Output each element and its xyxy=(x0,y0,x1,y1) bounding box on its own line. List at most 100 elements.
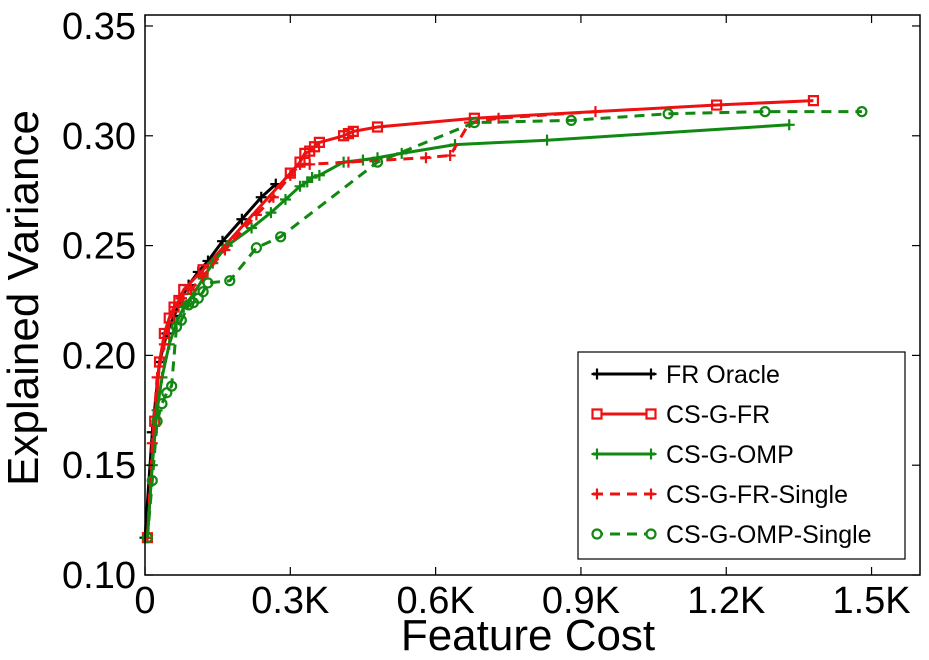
data-point xyxy=(299,147,311,159)
data-point xyxy=(202,277,214,289)
legend-marker xyxy=(645,528,657,540)
legend-item-cs-g-omp: CS-G-OMP xyxy=(591,441,794,469)
data-point xyxy=(158,338,170,350)
legend: FR Oracle CS-G-FR CS-G-OMP CS-G-FR-Single CS… xyxy=(577,351,906,560)
data-point xyxy=(197,286,209,298)
y-tick-label: 0.25 xyxy=(62,226,136,268)
legend-marker xyxy=(645,408,657,420)
data-point xyxy=(493,112,505,124)
legend-label: CS-G-OMP xyxy=(666,441,794,469)
data-point xyxy=(151,415,163,427)
data-point xyxy=(396,147,408,159)
data-point xyxy=(371,156,384,168)
y-tick-label: 0.15 xyxy=(62,445,136,487)
data-point xyxy=(166,380,178,392)
legend-marker xyxy=(591,448,603,460)
data-point xyxy=(163,316,175,328)
legend-marker xyxy=(591,408,603,420)
data-point xyxy=(468,117,480,129)
data-point xyxy=(856,106,868,118)
legend-marker xyxy=(591,528,603,540)
data-point xyxy=(265,207,277,219)
data-point xyxy=(197,264,209,276)
data-point xyxy=(158,327,170,340)
data-point xyxy=(357,154,369,166)
data-point xyxy=(342,156,354,168)
data-point xyxy=(250,209,262,221)
data-point xyxy=(565,114,577,127)
data-point xyxy=(294,180,306,192)
data-point xyxy=(146,474,158,487)
data-point xyxy=(304,145,316,157)
data-point xyxy=(807,95,820,107)
data-point xyxy=(197,270,209,282)
series-layer xyxy=(139,95,868,544)
legend-marker xyxy=(645,488,657,500)
data-point xyxy=(255,191,267,203)
data-point xyxy=(275,231,287,243)
data-point xyxy=(662,108,674,120)
x-axis-title: Feature Cost xyxy=(401,611,655,660)
data-point xyxy=(710,99,723,111)
data-point xyxy=(236,213,248,225)
legend-label: CS-G-FR-Single xyxy=(666,481,848,509)
legend-marker xyxy=(591,368,603,380)
data-point xyxy=(250,242,263,254)
data-point xyxy=(151,371,163,383)
data-point xyxy=(347,125,359,137)
data-point xyxy=(313,136,325,148)
x-tick-label: 1.5K xyxy=(832,580,910,622)
data-point xyxy=(284,169,296,181)
x-tick-label: 0.6K xyxy=(397,580,475,622)
legend-label: CS-G-FR xyxy=(666,401,770,429)
data-point xyxy=(168,301,180,313)
y-tick-label: 0.10 xyxy=(62,555,136,597)
data-point xyxy=(337,130,350,142)
data-point xyxy=(541,134,553,146)
data-point xyxy=(759,106,771,118)
legend-item-fr-oracle: FR Oracle xyxy=(591,361,780,389)
data-point xyxy=(279,193,291,205)
legend-item-cs-g-fr-single: CS-G-FR-Single xyxy=(591,481,848,509)
legend-label: CS-G-OMP-Single xyxy=(666,521,872,549)
data-point xyxy=(444,150,456,162)
data-point xyxy=(267,191,279,203)
data-point xyxy=(342,127,355,140)
data-point xyxy=(168,301,180,313)
data-point xyxy=(308,141,321,153)
legend-marker xyxy=(645,368,657,380)
legend-item-cs-g-fr: CS-G-FR xyxy=(591,401,770,429)
data-point xyxy=(420,152,432,164)
data-point xyxy=(219,244,231,256)
data-point xyxy=(589,106,601,118)
y-tick-label: 0.35 xyxy=(62,6,136,48)
series-cs-g-omp-single xyxy=(141,106,868,544)
data-point xyxy=(313,169,325,181)
data-point xyxy=(294,158,306,170)
data-point xyxy=(141,532,154,544)
data-point xyxy=(175,292,187,304)
y-axis-title: Explained Variance xyxy=(0,110,48,486)
legend-marker xyxy=(591,488,603,500)
data-point xyxy=(246,222,258,234)
x-tick-label: 1.2K xyxy=(687,580,765,622)
x-tick-label: 0.9K xyxy=(542,580,620,622)
y-tick-label: 0.30 xyxy=(62,116,136,158)
tick-layer: 0 0.3K 0.6K 0.9K 1.2K 1.5K 0.10 0.15 0.20 0.25 0.3… xyxy=(62,6,920,622)
data-point xyxy=(156,398,168,410)
data-point xyxy=(185,284,197,296)
data-point xyxy=(783,119,795,131)
x-tick-label: 0 xyxy=(134,580,155,622)
data-point xyxy=(304,158,316,170)
series-line xyxy=(145,110,596,538)
y-tick-label: 0.20 xyxy=(62,335,136,377)
data-point xyxy=(175,314,187,326)
legend-label: FR Oracle xyxy=(666,361,780,389)
data-point xyxy=(306,172,318,184)
plot-frame xyxy=(144,14,921,576)
legend-marker xyxy=(645,448,657,460)
data-point xyxy=(371,121,384,133)
legend-item-cs-g-omp-single: CS-G-OMP-Single xyxy=(591,521,872,549)
